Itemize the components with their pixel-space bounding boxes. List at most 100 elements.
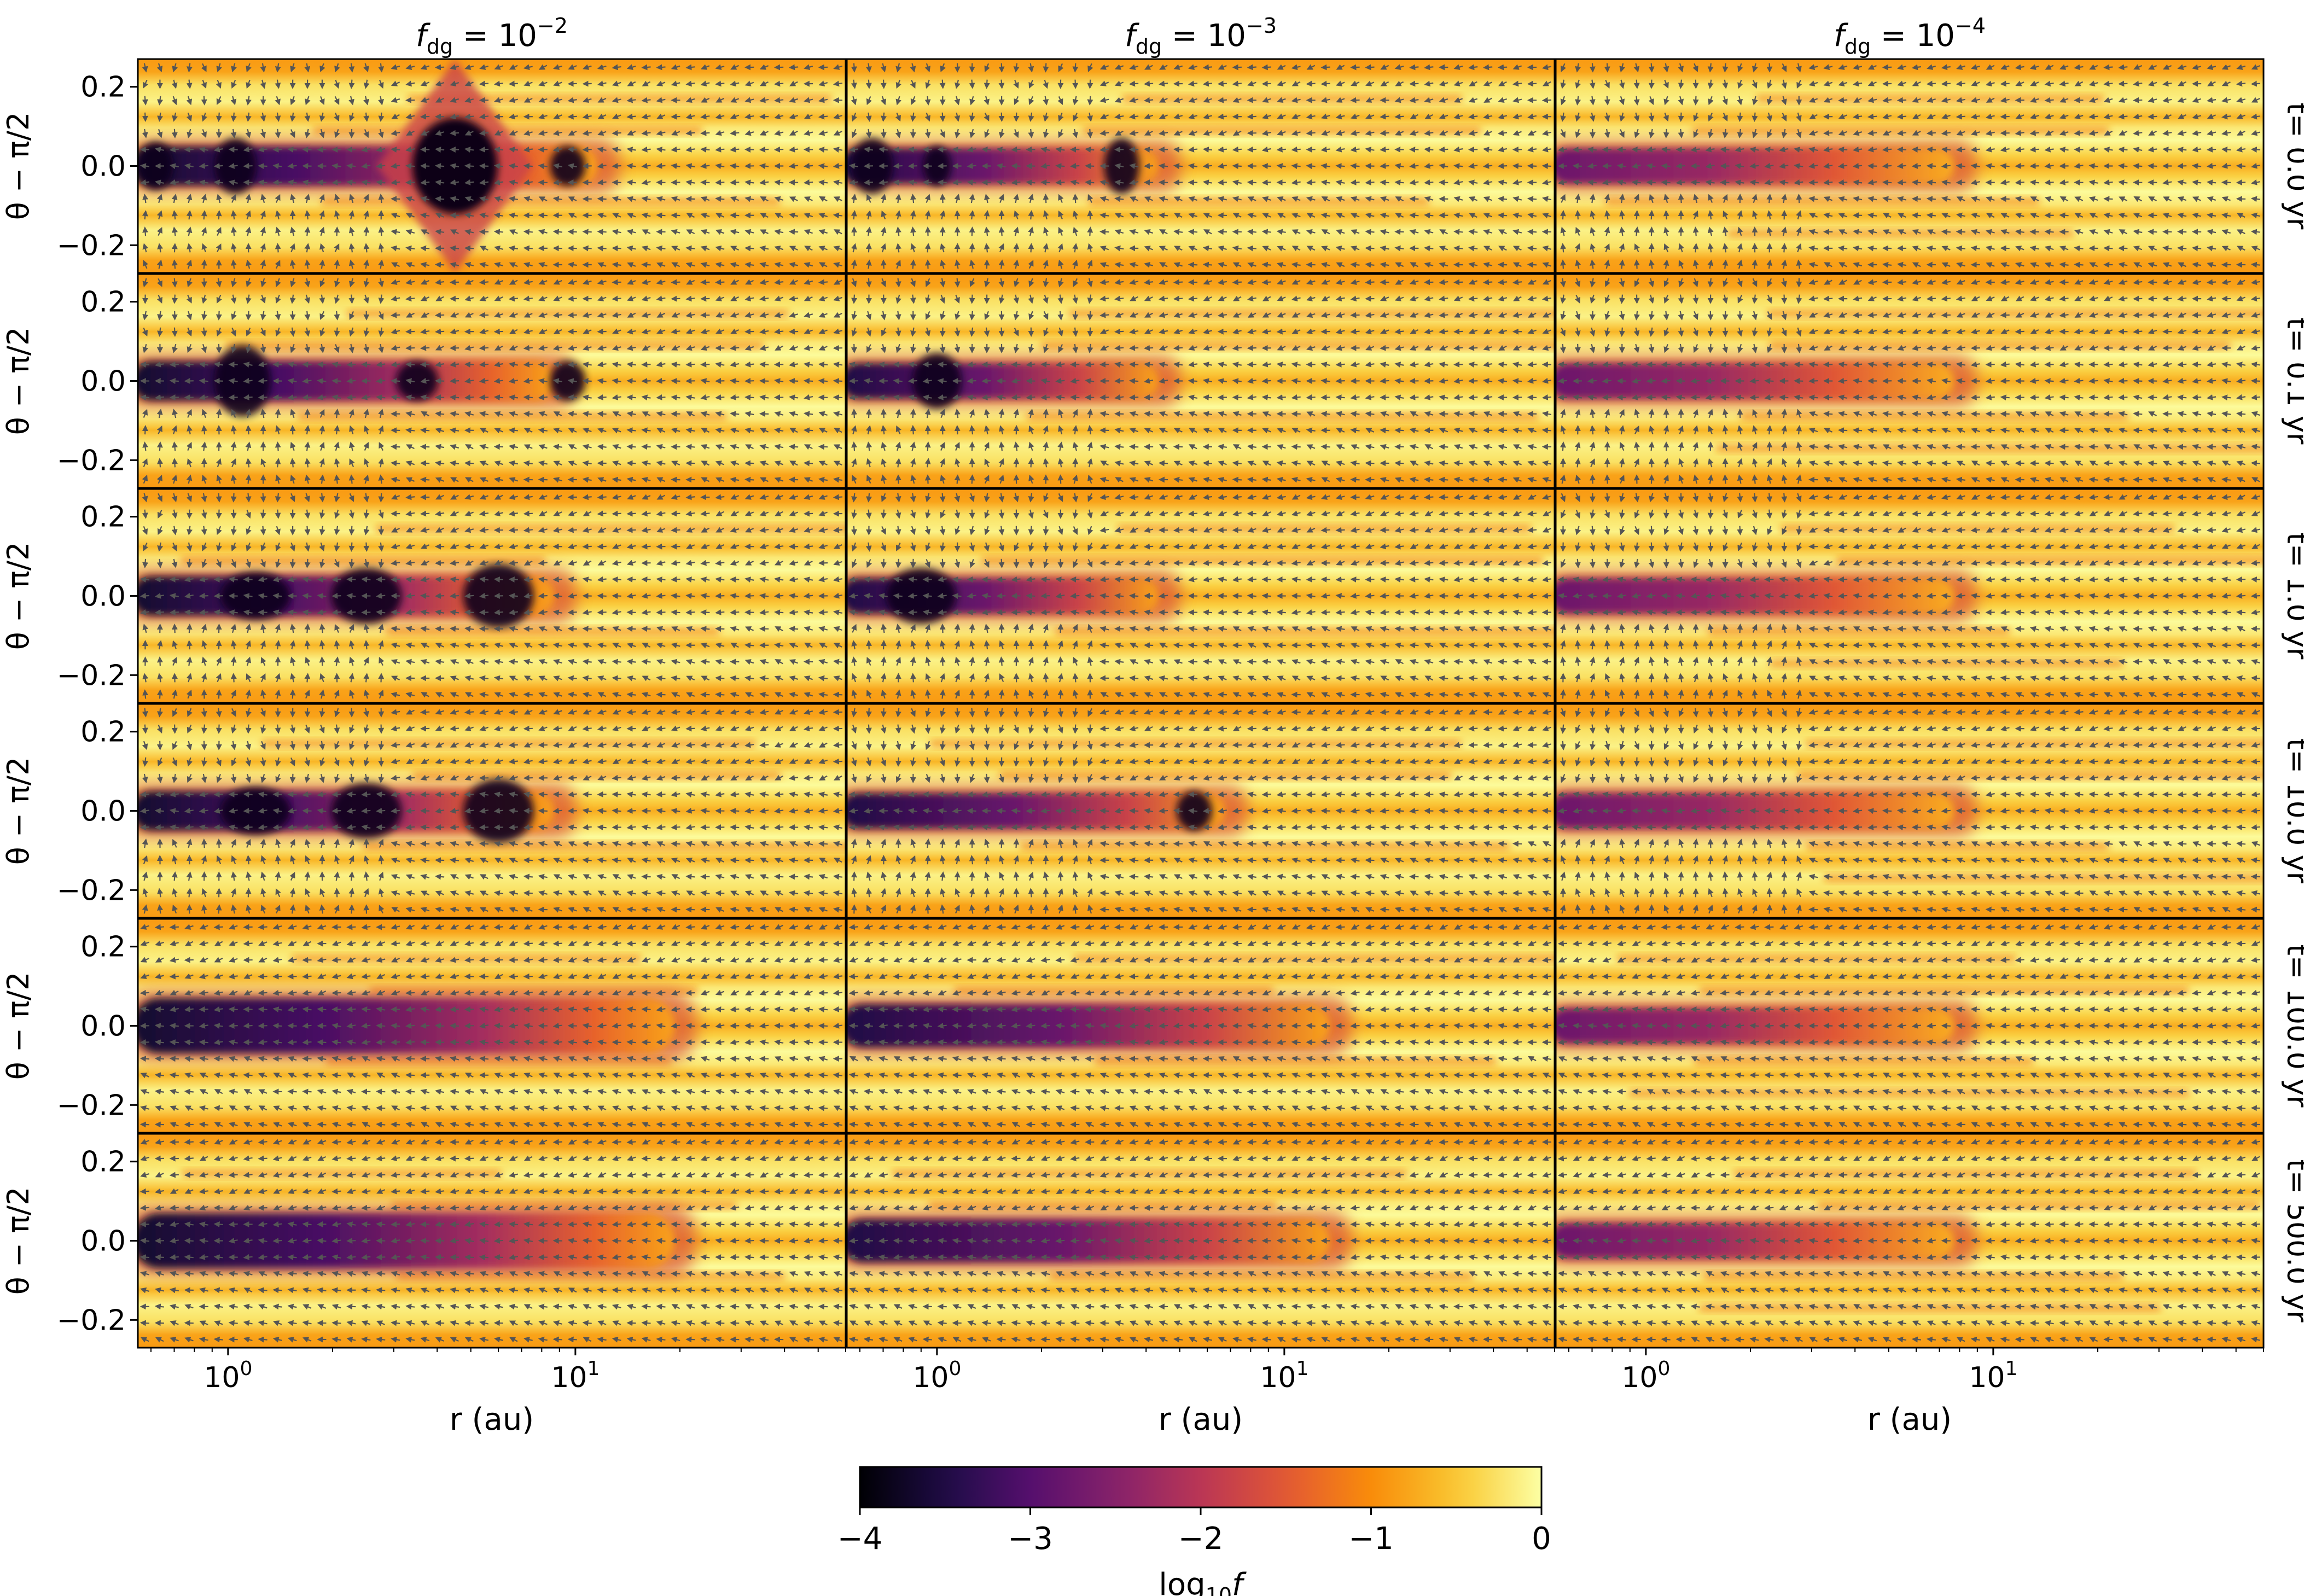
quiver-arrow xyxy=(186,623,193,633)
panel-heatmap xyxy=(138,704,846,918)
quiver-arrow xyxy=(199,1006,208,1012)
y-tick-label: 0.2 xyxy=(80,71,126,104)
streak xyxy=(321,198,781,205)
quiver-arrow xyxy=(142,96,148,106)
quiver-arrow xyxy=(1143,147,1154,153)
quiver-arrow xyxy=(730,146,740,153)
quiver-arrow xyxy=(258,973,267,980)
quiver-arrow xyxy=(139,1188,150,1195)
quiver-arrow xyxy=(1129,444,1139,450)
quiver-arrow xyxy=(730,824,740,831)
quiver-arrow xyxy=(171,623,178,633)
quiver-arrow xyxy=(405,1237,415,1244)
quiver-arrow xyxy=(245,311,252,321)
quiver-arrow xyxy=(612,295,621,302)
quiver-arrow xyxy=(1350,328,1360,335)
quiver-arrow xyxy=(331,1172,341,1178)
quiver-arrow xyxy=(1247,229,1256,235)
x-tick-base: 10 xyxy=(203,1361,240,1394)
quiver-arrow xyxy=(186,640,193,650)
quiver-arrow xyxy=(552,791,562,797)
quiver-arrow xyxy=(272,146,282,153)
quiver-arrow xyxy=(272,973,282,980)
quiver-arrow xyxy=(184,1271,194,1277)
quiver-arrow xyxy=(346,377,356,384)
quiver-arrow xyxy=(213,924,223,930)
quiver-arrow xyxy=(479,1056,489,1062)
quiver-arrow xyxy=(1424,245,1434,252)
quiver-arrow xyxy=(1040,361,1050,368)
dark-blob xyxy=(395,361,439,401)
quiver-arrow xyxy=(626,1320,636,1326)
quiver-arrow xyxy=(939,327,946,337)
quiver-arrow xyxy=(1350,64,1360,71)
quiver-arrow xyxy=(391,1221,400,1227)
quiver-arrow xyxy=(228,146,238,153)
midplane-band xyxy=(138,998,675,1054)
quiver-arrow xyxy=(552,940,562,947)
quiver-arrow xyxy=(139,824,150,830)
streak xyxy=(362,843,846,850)
quiver-arrow xyxy=(523,1006,533,1012)
quiver-arrow xyxy=(612,1139,621,1145)
quiver-arrow xyxy=(863,179,873,185)
quiver-arrow xyxy=(523,940,533,947)
quiver-arrow xyxy=(302,146,312,153)
quiver-arrow xyxy=(730,1006,740,1012)
quiver-arrow xyxy=(420,444,430,450)
quiver-arrow xyxy=(1365,229,1375,235)
quiver-arrow xyxy=(671,841,680,847)
quiver-arrow xyxy=(258,1155,267,1162)
quiver-arrow xyxy=(449,725,459,732)
quiver-arrow xyxy=(1202,147,1213,153)
quiver-arrow xyxy=(479,1254,489,1261)
quiver-arrow xyxy=(1114,328,1124,335)
quiver-arrow xyxy=(715,146,725,153)
streak xyxy=(180,557,546,564)
panel-heatmap xyxy=(138,59,846,273)
quiver-arrow xyxy=(833,758,843,765)
quiver-arrow xyxy=(479,80,489,87)
quiver-arrow xyxy=(1276,394,1286,400)
quiver-arrow xyxy=(464,1320,474,1326)
quiver-arrow xyxy=(449,1204,459,1211)
quiver-arrow xyxy=(715,609,725,615)
quiver-arrow xyxy=(1202,261,1213,268)
quiver-arrow xyxy=(169,973,179,980)
quiver-arrow xyxy=(171,673,178,683)
quiver-arrow xyxy=(759,1056,769,1062)
quiver-arrow xyxy=(331,179,341,185)
quiver-arrow xyxy=(172,259,178,269)
quiver-arrow xyxy=(671,824,680,830)
quiver-arrow xyxy=(391,1121,400,1128)
quiver-arrow xyxy=(1335,394,1345,401)
quiver-arrow xyxy=(142,112,148,122)
quiver-arrow xyxy=(479,841,489,847)
quiver-arrow xyxy=(1188,295,1198,302)
quiver-arrow xyxy=(154,791,165,797)
quiver-arrow xyxy=(700,1237,710,1244)
quiver-arrow xyxy=(201,210,207,220)
quiver-arrow xyxy=(818,1139,828,1145)
y-tick-label: 0.2 xyxy=(80,716,126,749)
quiver-arrow xyxy=(334,409,340,418)
quiver-arrow xyxy=(998,79,1005,89)
quiver-arrow xyxy=(937,179,947,186)
quiver-arrow xyxy=(420,791,430,797)
quiver-arrow xyxy=(302,1221,312,1228)
quiver-arrow xyxy=(493,1237,504,1244)
quiver-arrow xyxy=(184,1139,194,1145)
quiver-arrow xyxy=(523,576,533,583)
quiver-arrow xyxy=(1070,394,1080,401)
y-tick-label: 0.0 xyxy=(80,1010,126,1043)
quiver-arrow xyxy=(788,626,799,632)
quiver-arrow xyxy=(391,576,400,583)
quiver-arrow xyxy=(464,245,474,252)
quiver-arrow xyxy=(260,493,266,503)
quiver-arrow xyxy=(287,147,297,153)
quiver-arrow xyxy=(346,394,356,400)
quiver-arrow xyxy=(1350,179,1360,185)
quiver-arrow xyxy=(1261,179,1271,185)
quiver-arrow xyxy=(774,609,784,616)
quiver-arrow xyxy=(171,129,178,139)
